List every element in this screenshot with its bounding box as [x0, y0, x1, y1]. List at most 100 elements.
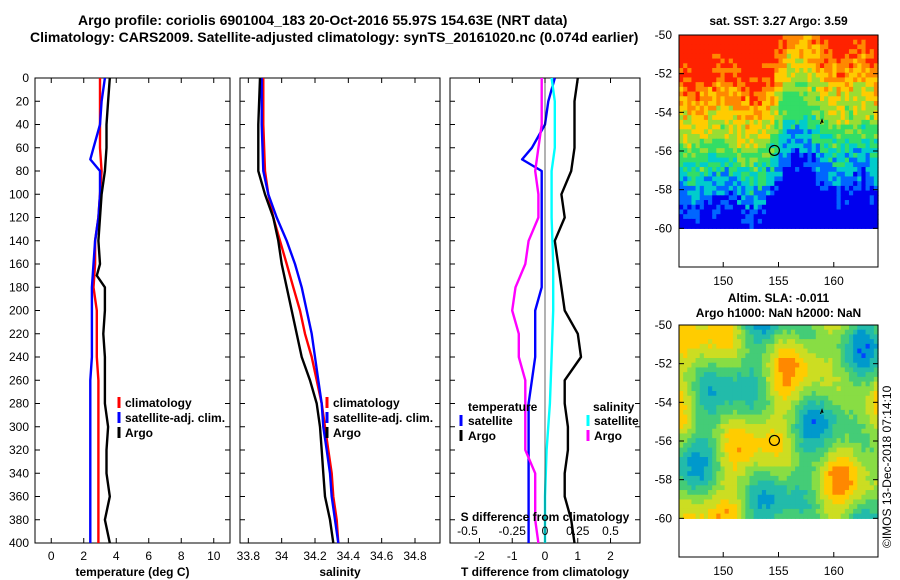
map-cell: [795, 485, 800, 491]
map-cell: [687, 200, 693, 206]
map-cell: [753, 508, 759, 515]
map-cell: [753, 148, 759, 154]
map-cell: [873, 348, 879, 354]
map-cell: [865, 508, 871, 515]
map-cell: [782, 424, 788, 430]
sst_map-cells: [679, 35, 879, 229]
map-cell: [753, 504, 759, 510]
map-cell: [857, 348, 863, 354]
map-cell: [679, 428, 684, 435]
map-cell: [687, 504, 693, 510]
map-cell: [786, 209, 792, 215]
map-cell: [712, 82, 717, 88]
map-cell: [687, 82, 693, 88]
map-cell: [795, 381, 800, 387]
map-cell: [720, 86, 726, 93]
map-cell: [770, 409, 775, 416]
map-cell: [683, 424, 688, 430]
map-cell: [695, 480, 701, 486]
map-cell: [716, 185, 722, 192]
sst-map-title: sat. SST: 3.27 Argo: 3.59: [709, 14, 848, 28]
map-cell: [728, 405, 734, 411]
map-cell: [799, 400, 804, 406]
map-cell: [749, 190, 755, 196]
map-cell: [687, 58, 693, 64]
map-cell: [749, 428, 755, 435]
map-cell: [774, 82, 780, 88]
map-cell: [786, 490, 792, 496]
map-cell: [699, 115, 705, 121]
map-cell: [766, 167, 771, 173]
map-cell: [853, 329, 858, 336]
map-cell: [679, 181, 684, 187]
map-cell: [819, 218, 825, 225]
map-cell: [811, 508, 817, 515]
map-cell: [691, 39, 697, 46]
map-cell: [819, 405, 825, 411]
map-cell: [844, 358, 850, 364]
map-cell: [770, 129, 775, 135]
map-cell: [778, 367, 784, 373]
map-cell: [770, 77, 775, 83]
map-cell: [699, 119, 705, 126]
map-cell: [857, 428, 863, 435]
map-cell: [761, 49, 767, 55]
map-cell: [857, 400, 863, 406]
map-cell: [745, 35, 751, 41]
map-cell: [741, 96, 746, 102]
map-cell: [811, 86, 817, 93]
map-cell: [766, 200, 771, 206]
map-cell: [819, 77, 825, 83]
map-cell: [819, 513, 825, 519]
map-cell: [761, 405, 767, 411]
map-cell: [799, 171, 804, 178]
map-cell: [873, 138, 879, 145]
map-cell: [716, 35, 722, 41]
map-cell: [790, 353, 796, 359]
map-cell: [683, 447, 688, 453]
map-cell: [803, 214, 809, 220]
map-cell: [720, 433, 726, 439]
map-cell: [840, 372, 846, 378]
map-cell: [770, 86, 775, 93]
map-cell: [795, 400, 800, 406]
map-cell: [737, 190, 742, 196]
map-cell: [695, 452, 701, 458]
map-cell: [786, 148, 792, 154]
map-cell: [699, 334, 705, 340]
map-cell: [732, 409, 738, 416]
map-cell: [766, 405, 771, 411]
map-cell: [840, 457, 846, 463]
map-cell: [782, 386, 788, 392]
map-cell: [732, 72, 738, 79]
map-cell: [737, 353, 742, 359]
map-cell: [712, 499, 717, 505]
map-cell: [824, 409, 829, 416]
map-cell: [766, 513, 771, 519]
map-cell: [732, 358, 738, 364]
map-cell: [761, 471, 767, 477]
map-cell: [757, 105, 763, 112]
map-cell: [807, 395, 813, 402]
map-cell: [844, 334, 850, 340]
map-cell: [712, 405, 717, 411]
map-cell: [716, 72, 722, 79]
map-cell: [803, 409, 809, 416]
map-cell: [753, 157, 759, 163]
map-cell: [766, 82, 771, 88]
map-cell: [683, 334, 688, 340]
map-cell: [832, 353, 838, 359]
map-cell: [782, 376, 788, 383]
map-cell: [745, 480, 751, 486]
map-cell: [795, 214, 800, 220]
map-cell: [799, 200, 804, 206]
map-cell: [741, 77, 746, 83]
map-cell: [807, 143, 813, 149]
map-cell: [745, 157, 751, 163]
map-cell: [782, 82, 788, 88]
map-cell: [699, 58, 705, 64]
map-cell: [691, 353, 697, 359]
map-cell: [753, 499, 759, 505]
map-cell: [712, 53, 717, 60]
map-cell: [828, 414, 833, 420]
